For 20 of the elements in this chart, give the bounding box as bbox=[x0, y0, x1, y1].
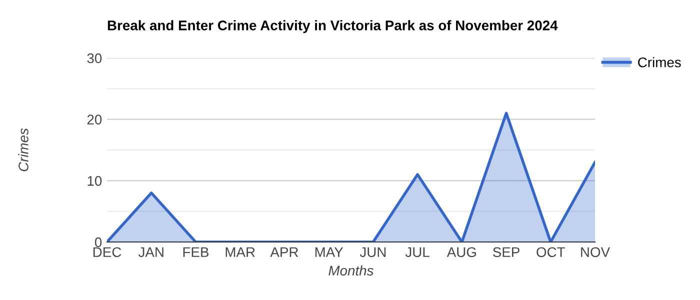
y-tick-label: 30 bbox=[87, 53, 102, 64]
y-tick-label: 10 bbox=[88, 176, 102, 186]
x-axis-title: Months bbox=[328, 265, 374, 276]
y-axis-title: Crimes bbox=[18, 128, 28, 172]
x-tick-label: JUL bbox=[405, 247, 430, 258]
x-tick-label: NOV bbox=[581, 247, 610, 258]
chart-title: Break and Enter Crime Activity in Victoria Park as of November 2024 bbox=[108, 20, 558, 34]
x-tick-label: JAN bbox=[138, 247, 164, 258]
legend-label: Crimes bbox=[638, 57, 681, 68]
x-tick-label: MAR bbox=[226, 247, 255, 257]
x-tick-label: OCT bbox=[536, 247, 565, 258]
x-tick-label: JUN bbox=[360, 247, 386, 258]
x-tick-label: AUG bbox=[446, 247, 476, 258]
x-tick-label: APR bbox=[270, 247, 298, 257]
y-tick-label: 0 bbox=[94, 237, 102, 248]
x-tick-label: DEC bbox=[93, 247, 122, 258]
x-tick-label: SEP bbox=[493, 247, 520, 258]
x-tick-label: FEB bbox=[183, 247, 208, 257]
y-tick-label: 20 bbox=[87, 114, 102, 125]
x-tick-label: MAY bbox=[315, 247, 344, 257]
